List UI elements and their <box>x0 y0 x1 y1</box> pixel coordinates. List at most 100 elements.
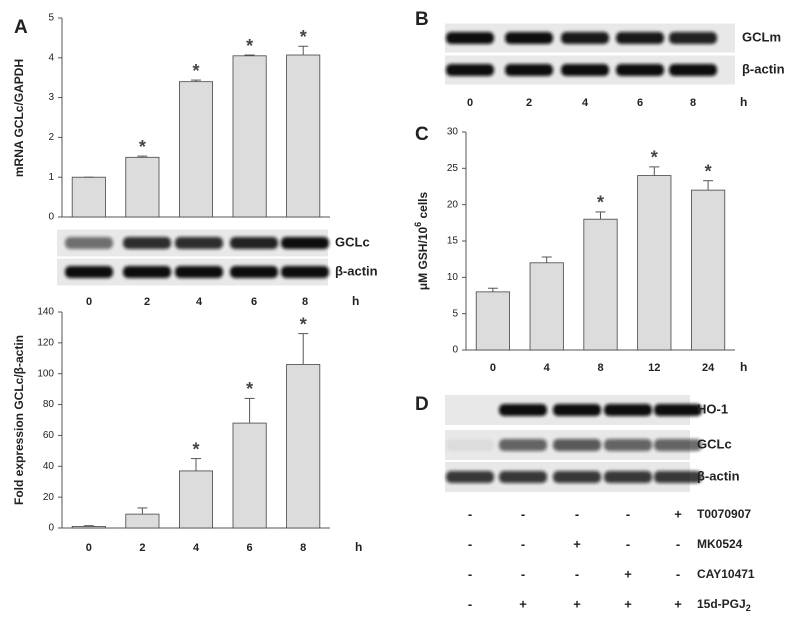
lane-label: 8 <box>690 97 696 109</box>
treatment-sign: + <box>624 566 632 581</box>
bar <box>125 156 160 218</box>
lane-label: 4 <box>582 97 589 109</box>
x-tick-label: 0 <box>490 362 496 374</box>
blot-band <box>123 266 171 278</box>
blot-band <box>604 471 652 483</box>
blot-band <box>281 266 329 278</box>
y-label-text: μM GSH/10 <box>416 227 430 291</box>
y-tick-label: 30 <box>447 127 459 138</box>
y-tick-label: 0 <box>48 523 54 534</box>
blot-band <box>499 471 547 483</box>
blot-band <box>499 404 547 416</box>
y-tick-label: 20 <box>43 492 55 503</box>
treatment-sign: - <box>676 536 680 551</box>
x-tick-label: 4 <box>193 542 200 554</box>
panel-letter: A <box>14 17 28 38</box>
y-tick-label: 0 <box>48 212 54 223</box>
blot-band <box>446 439 494 451</box>
treatment-sign: + <box>573 596 581 611</box>
x-tick-label: 8 <box>300 542 306 554</box>
significance-star: * <box>300 27 307 47</box>
x-unit: h <box>740 360 747 374</box>
y-axis-label: mRNA GCLc/GAPDH <box>12 59 26 177</box>
x-tick-label: 24 <box>702 362 715 374</box>
treatment-name: CAY10471 <box>697 567 755 581</box>
bar <box>475 291 510 351</box>
blot-band <box>281 237 329 249</box>
y-tick-label: 1 <box>48 172 54 183</box>
significance-star: * <box>192 61 199 81</box>
blot-band <box>669 64 717 76</box>
lane-label: 2 <box>144 296 150 308</box>
blot-band <box>446 471 494 483</box>
y-label-end: cells <box>416 191 430 221</box>
lane-label: 8 <box>302 296 308 308</box>
treatment-sign: + <box>674 506 682 521</box>
lane-label: 2 <box>526 97 532 109</box>
bar <box>232 55 267 218</box>
lane-unit: h <box>740 95 747 109</box>
blot-band <box>616 32 664 44</box>
blot-band <box>669 32 717 44</box>
treatment-sub: 2 <box>746 603 751 613</box>
treatment-sign: - <box>468 566 472 581</box>
blot-band <box>553 471 601 483</box>
bar <box>178 81 214 218</box>
blot-band <box>175 237 223 249</box>
blot-band <box>505 64 553 76</box>
treatment-name: T0070907 <box>697 507 751 521</box>
y-label-text: mRNA GCLc/GAPDH <box>12 59 26 177</box>
y-tick-label: 60 <box>43 430 55 441</box>
blot-band <box>230 237 278 249</box>
significance-star: * <box>705 161 712 181</box>
band-label: β-actin <box>335 263 378 278</box>
treatment-sign: - <box>521 536 525 551</box>
y-tick-label: 3 <box>48 92 54 103</box>
y-axis-label: Fold expression GCLc/β-actin <box>12 335 26 505</box>
lane-label: 0 <box>86 296 92 308</box>
x-tick-label: 2 <box>139 542 145 554</box>
treatment-name: 15d-PGJ <box>697 597 746 611</box>
treatment-name: MK0524 <box>697 537 743 551</box>
band-label: GCLc <box>697 436 732 451</box>
bar <box>637 175 672 351</box>
treatment-sign: - <box>521 506 525 521</box>
y-label-text: Fold expression GCLc/β-actin <box>12 335 26 505</box>
treatment-sign: - <box>575 506 579 521</box>
treatment-sign: + <box>624 596 632 611</box>
treatment-sign: - <box>626 506 630 521</box>
treatment-sign: - <box>575 566 579 581</box>
blot-band <box>561 32 609 44</box>
blot-band <box>654 404 702 416</box>
band-label: β-actin <box>697 468 740 483</box>
y-tick-label: 120 <box>37 337 54 348</box>
panel-letter: D <box>415 394 429 415</box>
bar <box>71 526 106 529</box>
band-label: β-actin <box>742 61 785 76</box>
bar <box>529 262 564 351</box>
blot-band <box>604 439 652 451</box>
significance-star: * <box>300 314 307 334</box>
blot-band <box>505 32 553 44</box>
y-tick-label: 100 <box>37 368 54 379</box>
significance-star: * <box>139 137 146 157</box>
bar <box>125 513 160 529</box>
panel-letter: B <box>415 9 429 30</box>
lane-label: 6 <box>251 296 257 308</box>
x-tick-label: 0 <box>86 542 92 554</box>
y-tick-label: 140 <box>37 307 54 318</box>
y-label-sup: 6 <box>413 222 423 227</box>
lane-label: 4 <box>196 296 203 308</box>
y-axis-label: μM GSH/106 cells <box>413 191 430 290</box>
y-tick-label: 25 <box>447 163 459 174</box>
y-tick-label: 2 <box>48 132 54 143</box>
y-tick-label: 4 <box>48 52 54 63</box>
lane-unit: h <box>352 294 359 308</box>
y-tick-label: 40 <box>43 461 55 472</box>
bar <box>286 54 321 218</box>
blot-band <box>123 237 171 249</box>
y-tick-label: 0 <box>452 345 458 356</box>
blot-band <box>446 32 494 44</box>
bar <box>691 189 726 351</box>
treatment-label: T0070907 <box>697 507 751 521</box>
